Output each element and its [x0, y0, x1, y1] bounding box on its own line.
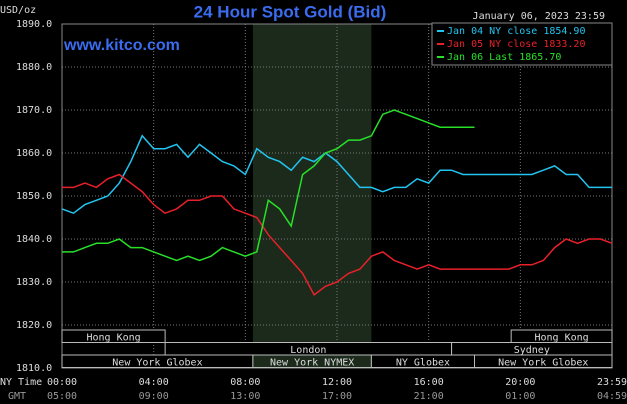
- x2-tick-label: 01:00: [505, 391, 535, 402]
- y-tick-label: 1850.0: [16, 191, 52, 202]
- session-label: Hong Kong: [86, 332, 140, 343]
- y-tick-label: 1810.0: [16, 363, 52, 374]
- y-unit: USD/oz: [0, 5, 36, 16]
- x-tick-label: 08:00: [230, 377, 260, 388]
- x-tick-label: 04:00: [139, 377, 169, 388]
- website: www.kitco.com: [63, 37, 180, 54]
- y-tick-label: 1880.0: [16, 62, 52, 73]
- y-tick-label: 1870.0: [16, 105, 52, 116]
- session-label: Hong Kong: [534, 332, 588, 343]
- session-box: [474, 354, 613, 368]
- x-tick-label: 20:00: [505, 377, 535, 388]
- legend-label: Jan 05 NY close 1833.20: [447, 39, 585, 50]
- session-label: NY Globex: [396, 357, 450, 368]
- chart-title: 24 Hour Spot Gold (Bid): [194, 2, 387, 21]
- x2-tick-label: 17:00: [322, 391, 352, 402]
- x-axis-label: NY Time: [0, 377, 42, 388]
- x2-tick-label: 13:00: [230, 391, 260, 402]
- x-tick-label: 12:00: [322, 377, 352, 388]
- y-tick-label: 1830.0: [16, 277, 52, 288]
- x-tick-label: 00:00: [47, 377, 77, 388]
- x-tick-label: 23:59: [597, 377, 627, 388]
- series-line: [61, 134, 612, 215]
- legend-label: Jan 04 NY close 1854.90: [447, 26, 585, 37]
- x2-tick-label: 09:00: [139, 391, 169, 402]
- series-line: [62, 109, 475, 262]
- y-tick-label: 1890.0: [16, 19, 52, 30]
- timestamp: January 06, 2023 23:59: [473, 11, 605, 22]
- legend-label: Jan 06 Last 1865.70: [447, 52, 561, 63]
- session-label: New York NYMEX: [270, 357, 354, 368]
- y-tick-label: 1860.0: [16, 148, 52, 159]
- session-label: New York Globex: [112, 357, 202, 368]
- x2-axis-label: GMT: [8, 391, 26, 402]
- x2-tick-label: 21:00: [414, 391, 444, 402]
- session-label: London: [290, 345, 326, 356]
- x2-tick-label: 05:00: [47, 391, 77, 402]
- x2-tick-label: 04:59: [597, 391, 627, 402]
- series-line: [62, 173, 613, 297]
- x-tick-label: 16:00: [414, 377, 444, 388]
- session-box: [61, 329, 166, 343]
- session-label: New York Globex: [498, 357, 588, 368]
- session-label: Sydney: [514, 345, 550, 356]
- y-tick-label: 1820.0: [16, 320, 52, 331]
- y-tick-label: 1840.0: [16, 234, 52, 245]
- legend-box: [431, 22, 613, 66]
